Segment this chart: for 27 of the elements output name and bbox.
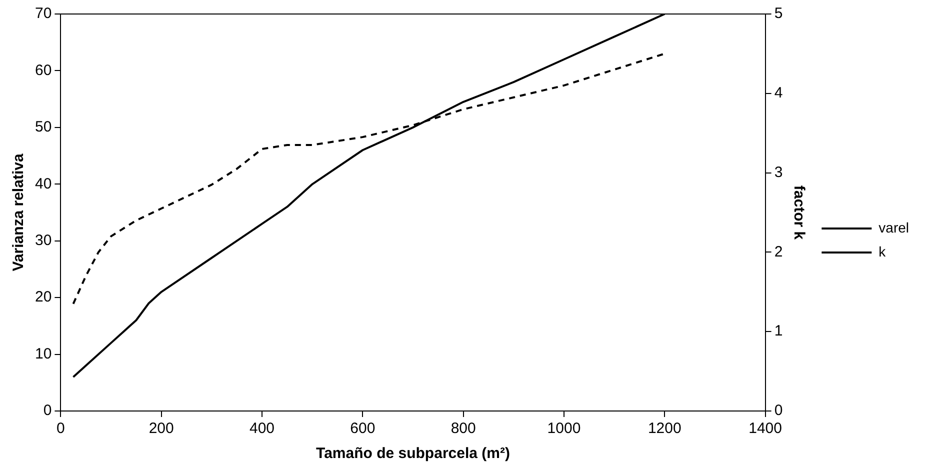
x-tick-label: 400 (249, 420, 275, 438)
x-tick-label: 600 (350, 420, 376, 438)
x-tick-label: 1000 (547, 420, 581, 438)
legend-label: varel (878, 219, 910, 236)
y-tick-label: 0 (43, 402, 52, 420)
y2-tick-label: 1 (774, 322, 783, 340)
y-tick-label: 70 (34, 5, 52, 22)
x-axis-title: Tamaño de subparcela (m²) (316, 445, 510, 462)
y2-tick-label: 5 (774, 5, 783, 22)
x-tick-label: 1400 (748, 420, 782, 438)
y-tick-label: 40 (34, 175, 52, 192)
y2-tick-label: 3 (774, 164, 783, 181)
y-tick-label: 10 (34, 345, 52, 362)
x-tick-label: 800 (450, 420, 476, 438)
y-axis-title: Varianza relativa (10, 153, 28, 272)
y2-tick-label: 0 (774, 402, 783, 420)
y2-tick-label: 2 (774, 243, 783, 260)
y-tick-label: 30 (34, 232, 52, 249)
legend-label: k (878, 243, 887, 260)
x-tick-label: 0 (56, 420, 65, 438)
y-tick-label: 50 (34, 118, 52, 136)
x-tick-label: 200 (148, 420, 174, 438)
y2-axis-title: factor k (790, 185, 808, 240)
y2-tick-label: 4 (774, 84, 783, 102)
y-tick-label: 60 (34, 62, 52, 79)
x-tick-label: 1200 (648, 420, 682, 438)
y-tick-label: 20 (34, 288, 52, 306)
